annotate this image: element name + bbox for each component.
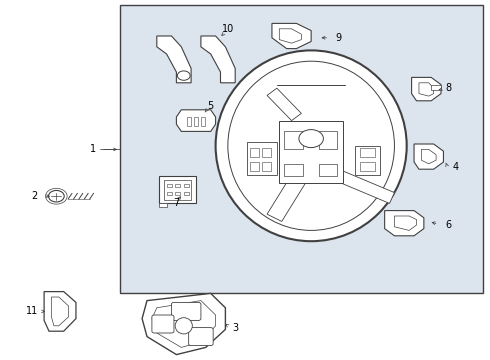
- Text: 8: 8: [445, 83, 451, 93]
- Bar: [250, 162, 259, 171]
- Text: 9: 9: [335, 33, 341, 43]
- FancyBboxPatch shape: [172, 302, 201, 320]
- Bar: [318, 164, 337, 176]
- Bar: [284, 164, 303, 176]
- Polygon shape: [414, 144, 443, 169]
- Polygon shape: [51, 297, 69, 326]
- FancyBboxPatch shape: [152, 315, 174, 333]
- Bar: [159, 176, 196, 203]
- Polygon shape: [394, 216, 416, 230]
- Bar: [318, 131, 337, 149]
- Polygon shape: [176, 110, 216, 131]
- Text: 5: 5: [208, 101, 214, 111]
- Polygon shape: [385, 211, 424, 236]
- Text: 1: 1: [90, 144, 96, 154]
- Circle shape: [299, 130, 323, 148]
- Polygon shape: [421, 149, 436, 164]
- Bar: [187, 117, 191, 126]
- Bar: [184, 192, 189, 195]
- Bar: [167, 184, 172, 187]
- Bar: [159, 203, 167, 207]
- Polygon shape: [267, 88, 301, 121]
- Text: 2: 2: [31, 191, 37, 201]
- Bar: [284, 131, 303, 149]
- Bar: [262, 162, 271, 171]
- Bar: [175, 184, 180, 187]
- Bar: [262, 148, 271, 157]
- Bar: [250, 148, 259, 157]
- Polygon shape: [419, 83, 434, 96]
- Bar: [164, 180, 191, 200]
- Polygon shape: [152, 301, 216, 347]
- Circle shape: [177, 71, 190, 80]
- Polygon shape: [272, 23, 311, 49]
- Bar: [360, 162, 375, 171]
- Bar: [355, 146, 380, 175]
- FancyBboxPatch shape: [189, 328, 213, 346]
- Polygon shape: [157, 36, 191, 83]
- Ellipse shape: [175, 318, 192, 334]
- Bar: [247, 142, 277, 175]
- Bar: [167, 192, 172, 195]
- Bar: [431, 85, 441, 90]
- Text: 4: 4: [453, 162, 459, 172]
- Polygon shape: [201, 36, 235, 83]
- Polygon shape: [321, 164, 394, 203]
- Bar: [194, 117, 198, 126]
- Text: 7: 7: [173, 198, 179, 208]
- Bar: [175, 192, 180, 195]
- Ellipse shape: [216, 50, 407, 241]
- Circle shape: [49, 190, 64, 202]
- Text: 3: 3: [232, 323, 238, 333]
- Bar: [279, 121, 343, 183]
- Bar: [360, 148, 375, 157]
- Polygon shape: [267, 175, 306, 221]
- Polygon shape: [279, 29, 301, 43]
- Text: 10: 10: [222, 24, 234, 34]
- Bar: [201, 117, 205, 126]
- Text: 11: 11: [26, 306, 38, 316]
- Text: 6: 6: [445, 220, 451, 230]
- Polygon shape: [412, 77, 441, 101]
- Polygon shape: [44, 292, 76, 331]
- Bar: [184, 184, 189, 187]
- Bar: [120, 5, 483, 293]
- Ellipse shape: [228, 61, 394, 230]
- Polygon shape: [142, 293, 225, 355]
